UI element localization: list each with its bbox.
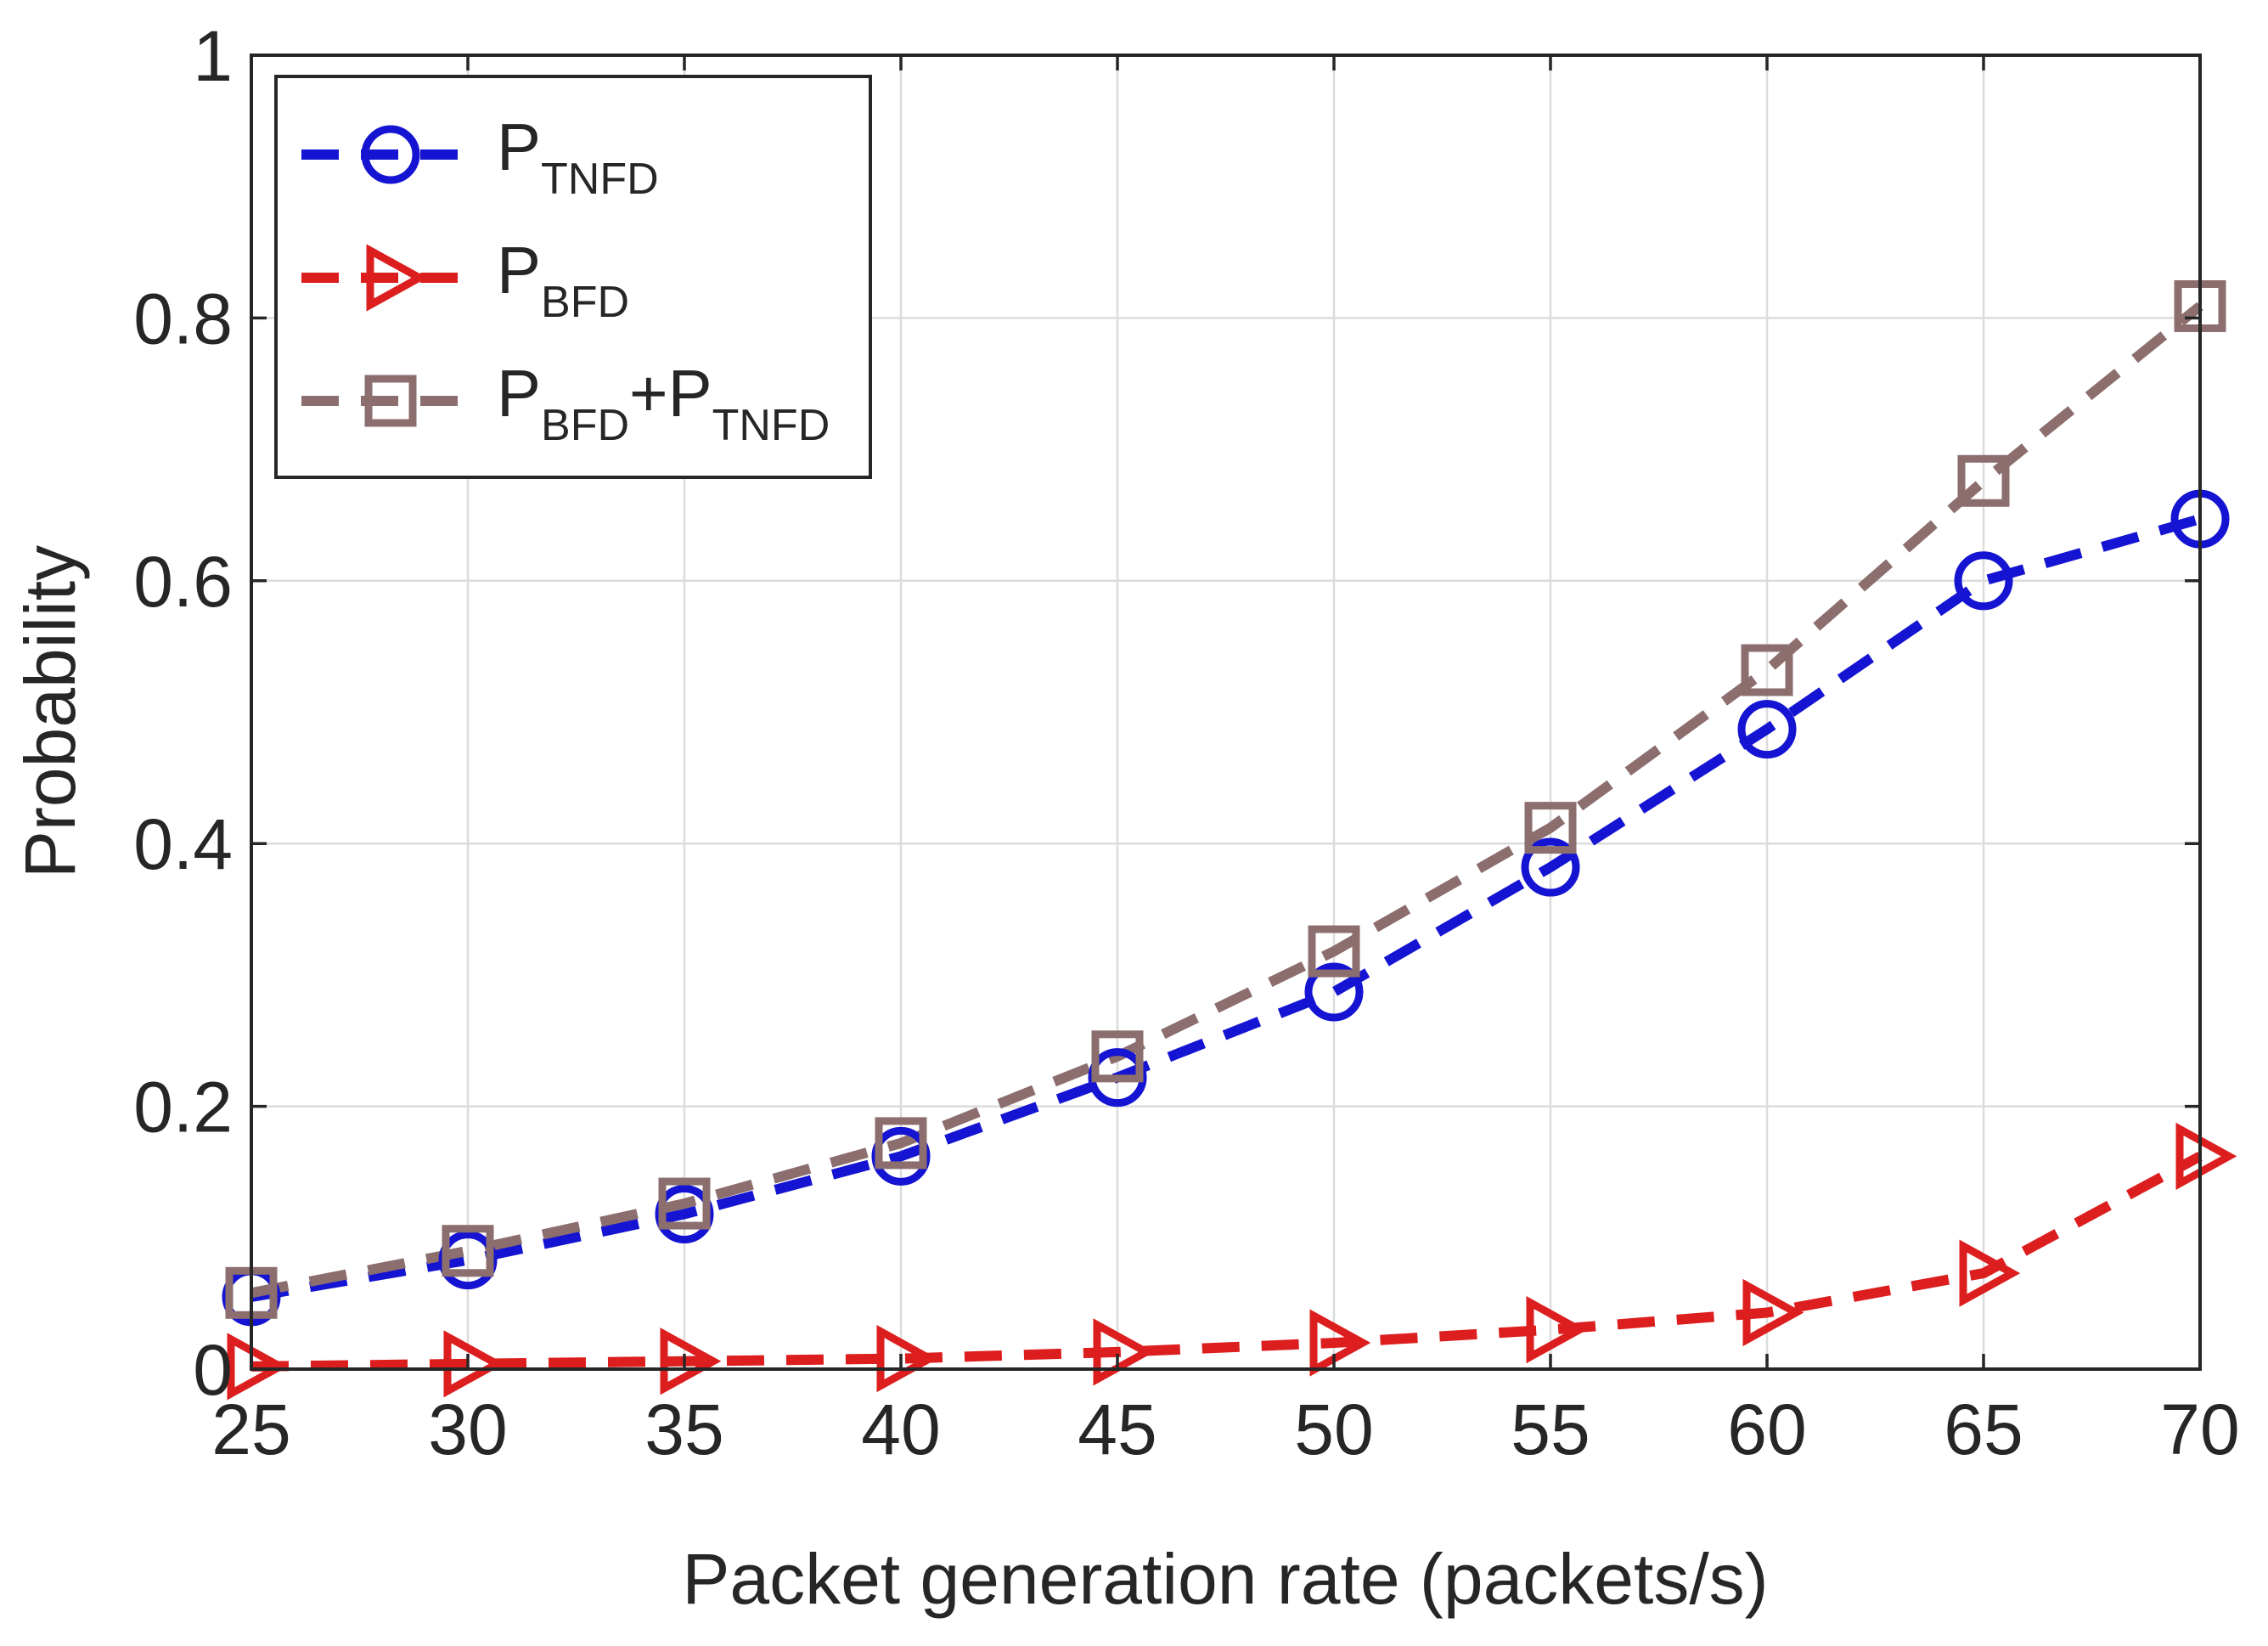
- data-point-s1: [443, 1330, 505, 1398]
- series-lines: [250, 302, 2203, 1372]
- legend-label-bfd: PBFD: [497, 233, 629, 327]
- x-tick-label: 40: [861, 1390, 940, 1469]
- data-point-s2: [442, 1225, 494, 1277]
- plot-frame: [250, 54, 2202, 1371]
- data-point-s1: [876, 1325, 938, 1393]
- data-point-s2: [1741, 644, 1793, 696]
- legend-sum-main: P: [497, 356, 541, 431]
- data-point-s1: [1309, 1309, 1371, 1377]
- legend-sum-sub2: TNFD: [712, 401, 830, 450]
- data-point-s0: [1954, 551, 2013, 611]
- x-tick-label: 50: [1294, 1390, 1373, 1469]
- y-tick-label: 0.4: [133, 804, 233, 884]
- y-tick-label: 0.2: [133, 1068, 233, 1147]
- x-tick-label: 70: [2160, 1390, 2239, 1469]
- x-tick-label: 65: [1944, 1390, 2023, 1469]
- data-point-s1: [1093, 1318, 1155, 1386]
- legend-samples: [301, 125, 480, 427]
- x-tick-label: 35: [644, 1390, 723, 1469]
- series-line-1: [250, 1152, 2203, 1372]
- legend-tnfd-main: P: [497, 110, 541, 184]
- data-point-s1: [227, 1333, 289, 1401]
- y-tick-label: 0: [193, 1330, 233, 1410]
- legend-sample-marker-2: [364, 375, 417, 427]
- series-line-0: [250, 514, 2202, 1302]
- legend-label-tnfd: PTNFD: [497, 110, 659, 204]
- data-point-s1: [660, 1328, 722, 1395]
- x-tick-label: 60: [1727, 1390, 1806, 1469]
- x-tick-label: 25: [211, 1390, 290, 1469]
- data-point-s2: [1091, 1030, 1144, 1083]
- x-tick-label: 55: [1511, 1390, 1590, 1469]
- axis-ticks: [250, 54, 2202, 1371]
- x-tick-label: 30: [428, 1390, 507, 1469]
- data-point-s2: [658, 1177, 711, 1230]
- y-tick-label: 0.6: [133, 542, 233, 622]
- series-line-2: [250, 302, 2203, 1299]
- data-point-s2: [1957, 454, 2010, 507]
- legend-bfd-main: P: [497, 233, 541, 307]
- y-axis-title: Probability: [10, 545, 90, 878]
- data-point-s1: [1526, 1295, 1588, 1364]
- legend-sum-sub: BFD: [541, 401, 629, 450]
- data-point-s1: [1959, 1239, 2021, 1307]
- data-point-s1: [1742, 1278, 1804, 1347]
- legend-sample-marker-1: [366, 244, 428, 312]
- data-point-s2: [1524, 802, 1577, 854]
- x-tick-label: 45: [1078, 1390, 1157, 1469]
- data-point-s0: [1521, 837, 1580, 897]
- x-axis-title: Packet generation rate (packets/s): [682, 1539, 1768, 1619]
- legend-sum-main2: +P: [629, 356, 712, 431]
- y-tick-labels: 0 0.2 0.4 0.6 0.8 1: [133, 16, 233, 1410]
- y-tick-label: 0.8: [133, 279, 233, 358]
- x-tick-labels: 25 30 35 40 45 50 55 60 65 70: [211, 1390, 2239, 1469]
- grid-lines: [251, 55, 2200, 1369]
- data-point-s0: [1304, 962, 1364, 1022]
- data-point-s1: [2175, 1122, 2237, 1191]
- legend-label-sum: PBFD+PTNFD: [497, 356, 830, 450]
- y-tick-label: 1: [193, 16, 233, 96]
- data-point-s0: [1737, 700, 1797, 759]
- legend-bfd-sub: BFD: [541, 278, 629, 327]
- data-point-s2: [1308, 925, 1360, 978]
- legend-sample-marker-0: [361, 125, 420, 184]
- legend-tnfd-sub: TNFD: [541, 155, 659, 204]
- data-point-s2: [875, 1117, 927, 1170]
- legend: PTNFD PBFD PBFD+PTNFD: [274, 75, 872, 479]
